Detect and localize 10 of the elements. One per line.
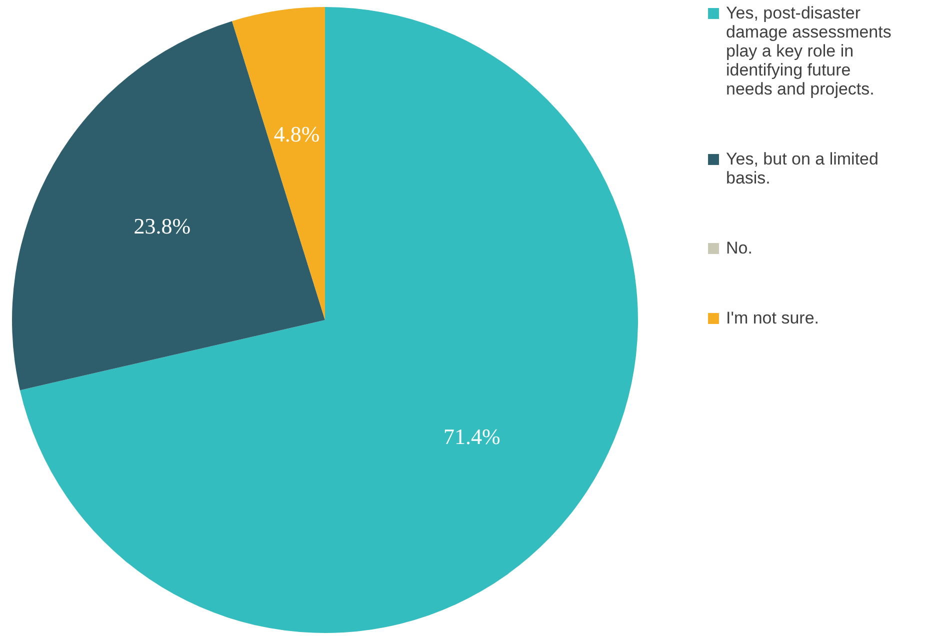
pie-slice: [20, 7, 638, 632]
data-label: 71.4%: [444, 424, 500, 449]
legend-label: Yes, but on a limited basis.: [726, 150, 878, 188]
data-label: 23.8%: [134, 213, 191, 238]
pie-slice: [232, 7, 325, 320]
legend-label: Yes, post-disaster damage assessments play a key role in identifying future needs and projects.: [726, 4, 892, 98]
data-label: 4.8%: [274, 121, 320, 146]
pie-slice: [12, 21, 325, 390]
legend-label: I'm not sure.: [726, 308, 820, 328]
legend-label: No.: [726, 238, 752, 258]
